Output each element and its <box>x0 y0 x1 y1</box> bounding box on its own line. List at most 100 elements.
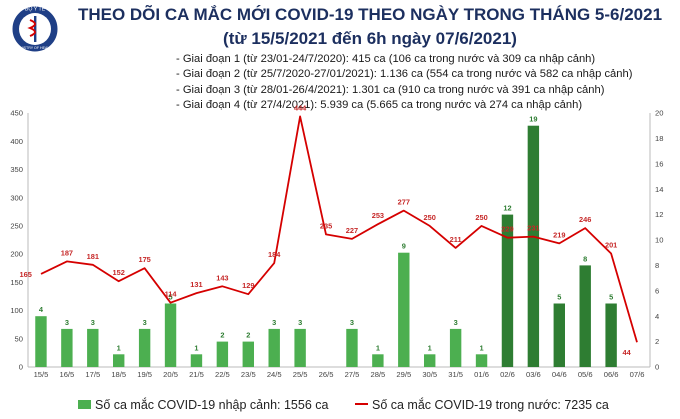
line-label: 175 <box>138 255 150 264</box>
legend-line-swatch <box>355 403 368 405</box>
x-tick-label: 25/5 <box>293 370 308 379</box>
y-left-tick-label: 450 <box>10 109 23 118</box>
bar <box>164 303 177 367</box>
bar <box>372 354 384 367</box>
x-tick-label: 28/5 <box>370 370 385 379</box>
legend-bar-swatch <box>78 400 91 409</box>
line-label: 201 <box>605 241 617 250</box>
bar <box>216 341 229 367</box>
x-tick-label: 07/6 <box>630 370 645 379</box>
bar-label: 5 <box>168 293 172 302</box>
chart-subtitle: (từ 15/5/2021 đến 6h ngày 07/6/2021) <box>223 29 517 48</box>
bar <box>346 328 358 367</box>
y-left-tick-label: 100 <box>10 306 23 315</box>
line-label: 250 <box>424 213 436 222</box>
y-left-tick-label: 300 <box>10 193 23 202</box>
line-label: 143 <box>216 273 228 282</box>
y-left-tick-label: 50 <box>15 334 23 343</box>
x-tick-label: 02/6 <box>500 370 515 379</box>
x-tick-label: 18/5 <box>111 370 126 379</box>
line-label: 444 <box>294 103 307 112</box>
bar <box>138 328 151 367</box>
bar <box>242 341 254 367</box>
bar <box>35 316 47 367</box>
bar-label: 5 <box>609 293 613 302</box>
line-label: 235 <box>320 221 332 230</box>
x-tick-label: 19/5 <box>137 370 152 379</box>
y-right-tick-label: 4 <box>655 312 659 321</box>
line-label: 152 <box>113 268 125 277</box>
y-left-tick-label: 250 <box>10 221 23 230</box>
x-tick-label: 23/5 <box>241 370 256 379</box>
bar-label: 3 <box>350 318 354 327</box>
bar-label: 1 <box>376 343 380 352</box>
line-label: 250 <box>475 213 487 222</box>
line-label: 219 <box>553 230 565 239</box>
bar-label: 3 <box>65 318 69 327</box>
bar <box>527 125 540 367</box>
bar-label: 19 <box>529 115 537 124</box>
bar <box>579 265 591 367</box>
line-label: 187 <box>61 248 73 257</box>
line-label: 44 <box>623 348 632 357</box>
y-left-tick-label: 400 <box>10 137 23 146</box>
y-right-tick-label: 12 <box>655 210 663 219</box>
bar <box>113 354 125 367</box>
bar-label: 1 <box>479 343 483 352</box>
line-label: 165 <box>20 270 32 279</box>
y-right-tick-label: 6 <box>655 286 659 295</box>
bar-label: 1 <box>117 343 121 352</box>
y-right-tick-label: 20 <box>655 109 663 118</box>
line-label: 211 <box>450 235 462 244</box>
x-tick-label: 31/5 <box>448 370 463 379</box>
bar-label: 3 <box>454 318 458 327</box>
bar <box>553 303 565 367</box>
bar-label: 5 <box>557 293 561 302</box>
legend-domestic: Số ca mắc COVID-19 trong nước: 7235 ca <box>355 398 609 412</box>
phase-item-2: - Giai đoạn 2 (từ 25/7/2020-27/01/2021):… <box>176 68 633 81</box>
svg-text:BỘ Y TẾ: BỘ Y TẾ <box>25 6 46 13</box>
y-right-tick-label: 14 <box>655 185 663 194</box>
y-right-tick-label: 16 <box>655 159 663 168</box>
phase-list: - Giai đoạn 1 (từ 23/01-24/7/2020): 415 … <box>176 52 632 113</box>
x-tick-label: 03/6 <box>526 370 541 379</box>
svg-text:MINISTRY OF HEALTH: MINISTRY OF HEALTH <box>16 46 54 50</box>
x-tick-label: 06/6 <box>604 370 619 379</box>
line-label: 227 <box>346 226 358 235</box>
ministry-logo: BỘ Y TẾ MINISTRY OF HEALTH <box>11 5 59 53</box>
bar-label: 8 <box>583 254 587 263</box>
bar <box>501 214 514 367</box>
legend-line-label: Số ca mắc COVID-19 trong nước: 7235 ca <box>372 398 609 412</box>
x-tick-label: 05/6 <box>578 370 593 379</box>
x-tick-label: 16/5 <box>59 370 74 379</box>
bar <box>424 354 436 367</box>
x-tick-label: 22/5 <box>215 370 230 379</box>
x-tick-label: 30/5 <box>422 370 437 379</box>
bar-label: 3 <box>143 318 147 327</box>
bar <box>398 252 410 367</box>
bar <box>294 328 306 367</box>
bar <box>268 328 280 367</box>
bar-label: 12 <box>503 204 511 213</box>
y-left-tick-label: 350 <box>10 165 23 174</box>
y-right-tick-label: 0 <box>655 363 659 372</box>
y-left-tick-label: 150 <box>10 278 23 287</box>
bar <box>190 354 203 367</box>
line-label: 114 <box>165 290 178 299</box>
bar <box>475 354 488 367</box>
bar-label: 2 <box>220 331 224 340</box>
chart-title: THEO DÕI CA MẮC MỚI COVID-19 THEO NGÀY T… <box>77 5 663 24</box>
line-label: 246 <box>579 215 591 224</box>
x-tick-label: 01/6 <box>474 370 489 379</box>
x-tick-label: 15/5 <box>34 370 49 379</box>
bar-label: 3 <box>272 318 276 327</box>
x-tick-label: 04/6 <box>552 370 567 379</box>
bar-label: 9 <box>402 242 406 251</box>
line-series-domestic <box>40 115 638 343</box>
line-label: 184 <box>268 250 281 259</box>
line-label: 231 <box>527 224 539 233</box>
bar <box>87 328 99 367</box>
bar <box>61 328 73 367</box>
line-label: 277 <box>398 198 410 207</box>
